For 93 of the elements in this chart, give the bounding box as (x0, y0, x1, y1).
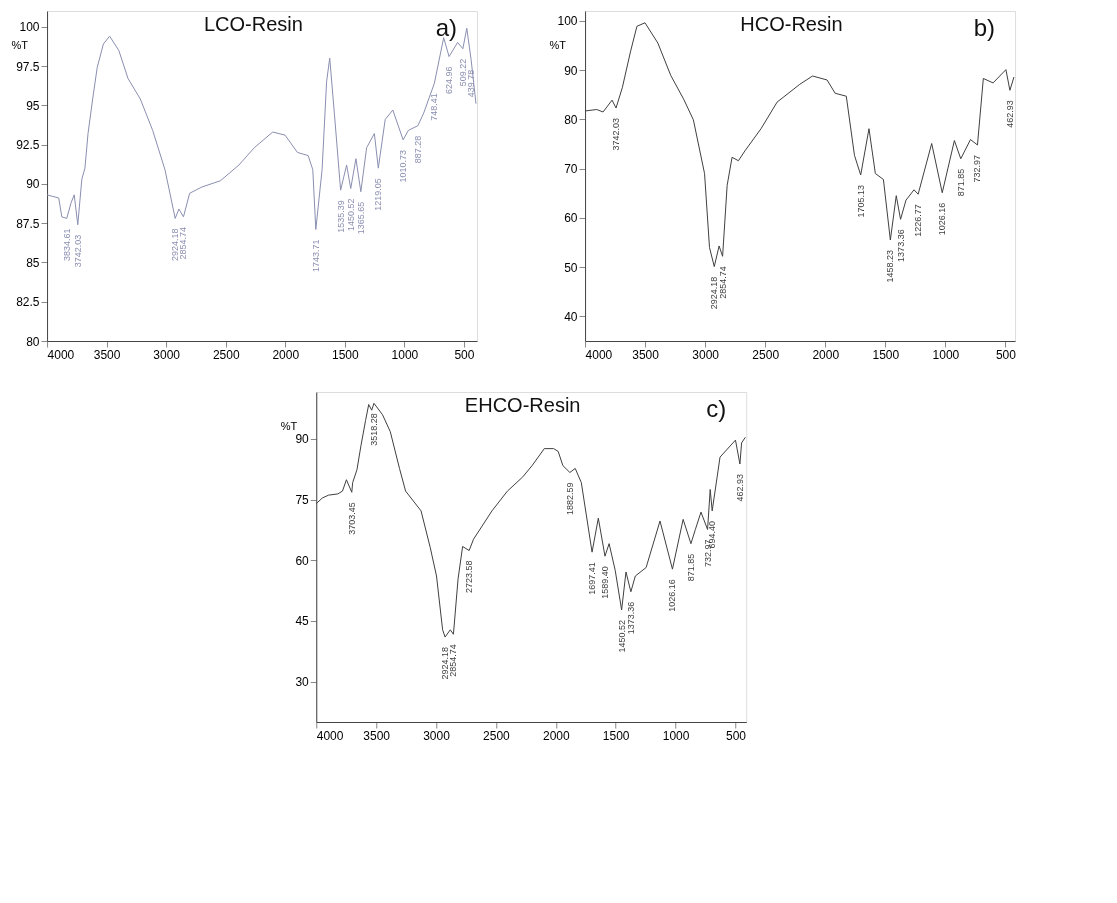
annotation: 1219.05 (373, 178, 384, 211)
x-tick-label: 1500 (602, 728, 630, 743)
annotation: 1697.41 (587, 562, 598, 595)
x-tick-label: 2000 (812, 347, 840, 362)
annotation: 2723.58 (464, 560, 475, 594)
annotation: 1450.52 (345, 198, 356, 232)
y-tick-label: 100 (19, 20, 40, 35)
y-tick-label: 82.5 (16, 295, 40, 310)
annotation: 748.41 (429, 93, 440, 121)
annotation: 2854.74 (717, 266, 728, 299)
y-tick-label: 60 (564, 211, 578, 226)
x-tick-label: 3000 (153, 347, 181, 362)
annotation: 1705.13 (855, 185, 866, 218)
annotation: c) (706, 395, 727, 422)
annotation: 3834.61 (61, 228, 72, 261)
y-tick-label: 45 (295, 614, 310, 629)
y-tick-label: 75 (295, 493, 310, 508)
annotation: 1882.59 (564, 482, 575, 516)
x-tick-label: 1000 (932, 347, 960, 362)
y-tick-label: 50 (564, 260, 578, 275)
y-axis-title: %T (280, 420, 298, 433)
annotation: 439.78 (466, 69, 477, 98)
y-tick-label: 80 (564, 112, 578, 127)
x-tick-label: 500 (725, 728, 747, 743)
annotation: 1458.23 (885, 250, 896, 283)
chart-title: EHCO-Resin (464, 394, 581, 416)
y-tick-label: 90 (295, 432, 310, 447)
annotation: 1743.71 (310, 239, 321, 272)
annotation: 2924.18 (170, 228, 181, 261)
y-tick-label: 30 (295, 675, 310, 690)
x-tick-label: 4000 (585, 347, 613, 362)
y-tick-label: 90 (26, 177, 40, 192)
x-tick-label: 2500 (212, 347, 240, 362)
annotation: b) (973, 14, 996, 41)
x-tick-label: 1500 (872, 347, 900, 362)
annotation: 1010.73 (398, 149, 409, 183)
y-axis-title: %T (11, 39, 29, 52)
annotation: 3742.03 (72, 234, 83, 268)
y-tick-label: 100 (557, 14, 578, 29)
x-tick-label: 3500 (363, 728, 391, 743)
x-tick-label: 2500 (483, 728, 511, 743)
annotation: 1026.16 (937, 202, 948, 236)
annotation: 509.22 (457, 58, 468, 87)
annotation: 871.85 (685, 553, 696, 582)
annotation: 2854.74 (448, 644, 459, 677)
y-axis-title: %T (549, 39, 567, 52)
x-tick-label: 3000 (423, 728, 451, 743)
x-tick-label: 2500 (752, 347, 780, 362)
annotation: 2854.74 (178, 226, 189, 260)
annotation: 624.96 (444, 66, 455, 95)
x-tick-label: 4000 (316, 728, 344, 743)
annotation: 1589.40 (599, 566, 610, 599)
x-tick-label: 3500 (632, 347, 660, 362)
annotation: 1365.65 (355, 201, 366, 235)
annotation: 732.97 (972, 154, 983, 183)
y-tick-label: 97.5 (16, 59, 40, 74)
x-tick-label: 1500 (331, 347, 359, 362)
annotation: 3703.45 (346, 502, 357, 535)
annotation: a) (435, 14, 458, 41)
y-tick-label: 90 (564, 63, 578, 78)
annotation: 1535.39 (335, 200, 346, 233)
annotation: 1226.77 (913, 204, 924, 237)
annotation: 3742.03 (611, 118, 622, 151)
annotation: 2924.18 (709, 276, 720, 310)
x-tick-label: 4000 (47, 347, 75, 362)
y-tick-label: 40 (564, 309, 578, 324)
x-tick-label: 2000 (272, 347, 300, 362)
annotation: 462.93 (1004, 100, 1015, 128)
x-tick-label: 500 (995, 347, 1017, 362)
x-tick-label: 1000 (662, 728, 690, 743)
annotation: 3518.28 (368, 413, 379, 446)
y-tick-label: 95 (26, 98, 40, 113)
y-tick-label: 85 (26, 255, 40, 270)
chart-title: HCO-Resin (740, 13, 843, 35)
annotation: 462.93 (734, 473, 745, 502)
x-tick-label: 2000 (542, 728, 570, 743)
y-tick-label: 60 (295, 553, 310, 568)
annotation: 1026.16 (667, 579, 678, 612)
annotation: 1450.52 (616, 619, 627, 653)
annotation: 1373.36 (625, 601, 636, 635)
annotation: 2924.18 (440, 647, 451, 680)
y-tick-label: 80 (26, 334, 40, 349)
x-tick-label: 500 (454, 347, 475, 362)
y-tick-label: 87.5 (16, 216, 40, 231)
chart-title: LCO-Resin (203, 13, 303, 35)
annotation: 871.85 (955, 168, 966, 197)
y-tick-label: 70 (564, 162, 578, 177)
annotation: 1373.36 (895, 229, 906, 262)
x-tick-label: 3500 (93, 347, 121, 362)
x-tick-label: 3000 (692, 347, 720, 362)
annotation: 887.28 (412, 135, 423, 164)
x-tick-label: 1000 (391, 347, 419, 362)
y-tick-label: 92.5 (16, 138, 40, 153)
